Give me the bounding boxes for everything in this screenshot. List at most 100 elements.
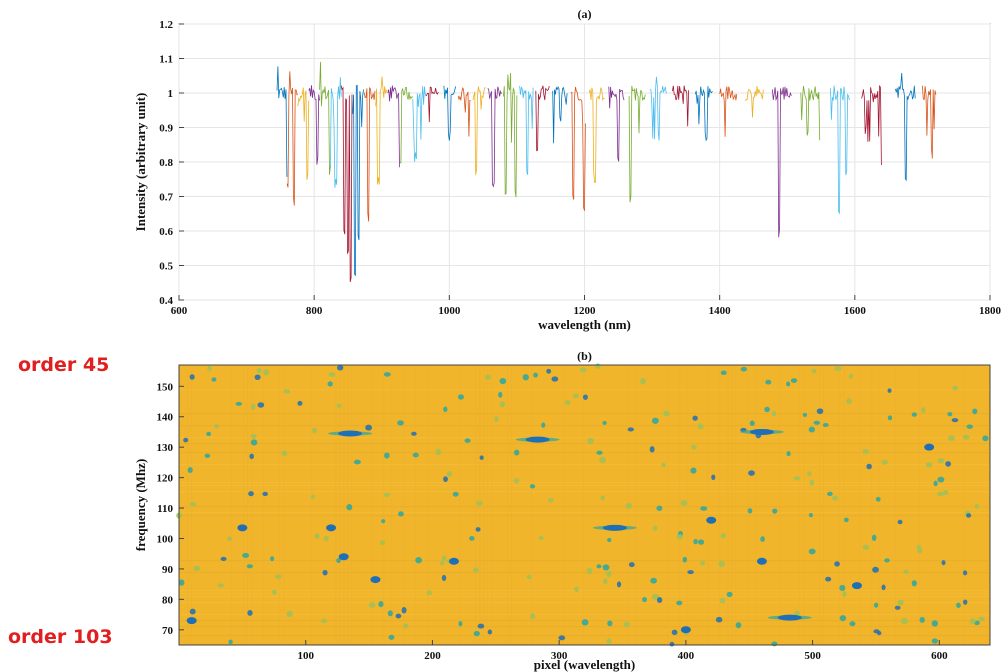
panel-a-order-series bbox=[276, 66, 288, 177]
panel-b-spot bbox=[700, 560, 705, 566]
panel-b-spot bbox=[962, 570, 968, 576]
panel-b-spot bbox=[669, 641, 675, 647]
panel-b-spot bbox=[439, 560, 445, 566]
panel-b-spot bbox=[656, 505, 663, 511]
panel-b-spot bbox=[640, 377, 646, 385]
panel-b-y-ticks: 70 80 90 100 110 120 130 140 150 bbox=[157, 381, 184, 637]
panel-b-vertical-stripe bbox=[343, 365, 345, 645]
panel-a-order-series bbox=[308, 85, 320, 165]
panel-b-spot bbox=[242, 552, 250, 558]
panel-b-spot bbox=[937, 476, 945, 483]
panel-b-spot bbox=[602, 564, 610, 571]
panel-b-spot bbox=[564, 400, 571, 406]
panel-a-order-series bbox=[628, 85, 646, 203]
panel-b-spot bbox=[911, 580, 917, 587]
panel-a-x-tick-label: 1200 bbox=[574, 305, 597, 317]
panel-b-spot bbox=[257, 402, 265, 408]
panel-b-spot bbox=[726, 591, 733, 598]
panel-b-spot bbox=[476, 500, 483, 506]
panel-b-spot bbox=[327, 381, 333, 387]
panel-b-spot bbox=[808, 426, 816, 433]
panel-a-order-series bbox=[772, 86, 792, 238]
panel-b-spot bbox=[790, 378, 798, 383]
panel-b-vertical-stripe bbox=[459, 365, 461, 645]
panel-b-vertical-stripe bbox=[371, 365, 373, 645]
panel-b-spot bbox=[397, 420, 404, 426]
panel-b-spot bbox=[189, 374, 195, 380]
panel-b-vertical-stripe bbox=[719, 365, 721, 645]
panel-b-spot bbox=[616, 581, 622, 588]
panel-b-spot bbox=[843, 517, 849, 523]
panel-b-spot bbox=[207, 365, 212, 372]
panel-b-spot bbox=[262, 491, 268, 497]
panel-b-spot bbox=[193, 565, 201, 571]
panel-b-vertical-stripe bbox=[243, 365, 245, 645]
panel-b-spot bbox=[248, 491, 254, 497]
panel-b-spot bbox=[652, 525, 658, 531]
panel-b-spot bbox=[834, 366, 842, 371]
panel-b-spot bbox=[680, 499, 688, 507]
panel-a-spectrum-chart: 600 800 1000 1200 1400 1600 1800 0.40.50.60.70… bbox=[133, 7, 1002, 332]
panel-b-spot bbox=[839, 615, 847, 622]
panel-a-order-series bbox=[861, 85, 882, 166]
panel-b-vertical-stripe bbox=[735, 365, 737, 645]
panel-b-spot bbox=[582, 394, 588, 400]
panel-b-spot bbox=[204, 453, 211, 458]
panel-b-spot bbox=[220, 556, 227, 561]
panel-b-spot bbox=[183, 437, 189, 443]
panel-b-spot bbox=[378, 601, 384, 608]
panel-b-spot bbox=[178, 579, 185, 586]
panel-b-spot bbox=[189, 502, 197, 507]
panel-b-x-ticks: 100 200 300 400 500 600 bbox=[297, 640, 948, 662]
panel-b-spot bbox=[365, 424, 373, 431]
panel-b-spot bbox=[574, 586, 579, 592]
panel-b-spot bbox=[443, 476, 448, 483]
panel-a-y-tick-label: 0.7 bbox=[159, 192, 173, 204]
panel-b-spot bbox=[650, 577, 657, 584]
panel-b-spot bbox=[956, 602, 961, 608]
panel-b-feature bbox=[777, 614, 802, 621]
panel-b-spot bbox=[866, 463, 872, 470]
panel-b-horizontal-stripe bbox=[179, 437, 990, 439]
panel-b-vertical-stripe bbox=[187, 365, 189, 645]
panel-b-horizontal-stripe bbox=[179, 626, 990, 628]
panel-b-spot bbox=[881, 459, 888, 465]
panel-b-spot bbox=[625, 502, 632, 509]
panel-b-vertical-stripe bbox=[679, 365, 681, 645]
panel-b-spot bbox=[395, 613, 402, 619]
panel-b-vertical-stripe bbox=[563, 365, 565, 645]
panel-a-order-series bbox=[895, 72, 916, 182]
panel-b-spot bbox=[937, 458, 945, 464]
panel-b-vertical-stripe bbox=[351, 365, 353, 645]
panel-b-spot bbox=[947, 411, 953, 417]
panel-b-spot bbox=[942, 490, 949, 496]
panel-b-horizontal-stripe bbox=[179, 464, 990, 466]
panel-b-spot bbox=[602, 420, 607, 426]
panel-b-spot bbox=[217, 583, 224, 588]
panel-b-vertical-stripe bbox=[635, 365, 637, 645]
panel-b-feature bbox=[851, 582, 862, 590]
panel-b-spot bbox=[771, 410, 777, 417]
panel-b-horizontal-stripe bbox=[179, 491, 990, 493]
panel-a-order-series bbox=[719, 86, 738, 137]
panel-b-spot bbox=[690, 467, 697, 474]
panel-b-spot bbox=[228, 639, 233, 645]
panel-b-horizontal-stripe bbox=[179, 572, 990, 574]
panel-b-spot bbox=[581, 619, 589, 626]
panel-b-spot bbox=[314, 533, 320, 539]
panel-a-y-axis-label: Intensity (arbitrary unit) bbox=[133, 93, 148, 232]
panel-b-spot bbox=[607, 620, 613, 627]
panel-b-spot bbox=[862, 544, 870, 550]
panel-b-spot bbox=[897, 599, 904, 606]
panel-b-spot bbox=[748, 470, 755, 476]
panel-b-spot bbox=[546, 368, 552, 374]
panel-b-vertical-stripe bbox=[747, 365, 749, 645]
panel-a-order-series bbox=[588, 87, 605, 183]
panel-b-spot bbox=[822, 423, 829, 428]
panel-b-feature bbox=[525, 436, 550, 443]
panel-b-spot bbox=[263, 369, 270, 376]
panel-b-vertical-stripe bbox=[879, 365, 881, 645]
panel-b-spot bbox=[323, 535, 329, 542]
panel-a-y-ticks: 0.4 0.5 0.6 0.7 0.8 0.9 1 1.1 1.2 bbox=[159, 19, 184, 307]
panel-b-vertical-stripe bbox=[843, 365, 845, 645]
